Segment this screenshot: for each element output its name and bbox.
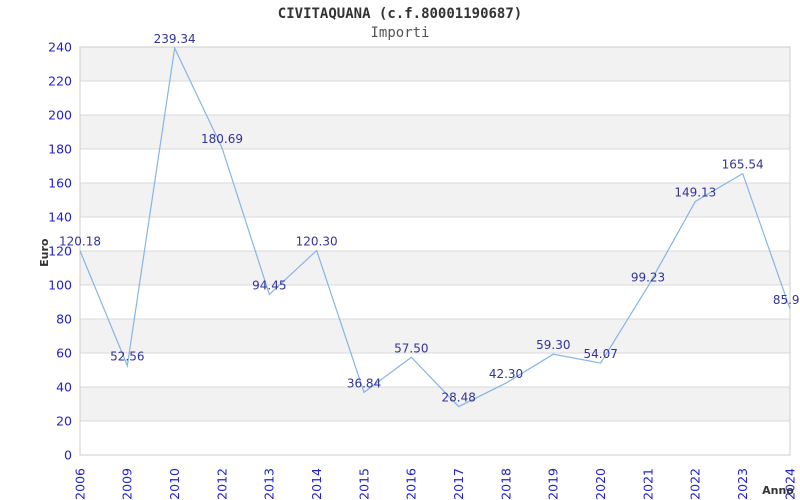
data-point-label: 42.30 [489, 367, 523, 381]
y-tick-label: 220 [48, 74, 72, 89]
y-tick-label: 60 [56, 346, 72, 361]
data-point-label: 180.69 [201, 132, 243, 146]
background-band [80, 115, 790, 149]
y-tick-label: 20 [56, 414, 72, 429]
y-tick-label: 160 [48, 176, 72, 191]
x-tick-label: 2013 [262, 468, 277, 500]
y-tick-label: 40 [56, 380, 72, 395]
data-point-label: 239.34 [154, 32, 196, 46]
y-tick-label: 140 [48, 210, 72, 225]
y-tick-label: 80 [56, 312, 72, 327]
data-line [79, 46, 791, 408]
y-tick-label: 240 [48, 40, 72, 55]
background-band [80, 47, 790, 81]
data-point-label: 165.54 [722, 158, 764, 172]
x-tick-label: 2016 [404, 468, 419, 500]
y-axis-title: Euro [38, 238, 51, 267]
x-tick-label: 2024 [782, 468, 797, 500]
chart-subtitle: Importi [370, 25, 430, 41]
x-tick-label: 2012 [214, 468, 229, 500]
background-band [80, 251, 790, 285]
x-tick-label: 2020 [593, 468, 608, 500]
data-point-label: 57.50 [394, 341, 428, 355]
data-point-label: 94.45 [252, 278, 286, 292]
x-tick-label: 2010 [167, 468, 182, 500]
data-point-label: 85.99 [773, 293, 800, 307]
x-tick-label: 2021 [640, 468, 655, 500]
data-point-label: 52.56 [110, 350, 144, 364]
x-tick-label: 2019 [546, 468, 561, 500]
y-tick-label: 0 [64, 448, 72, 463]
background-band [80, 387, 790, 421]
x-tick-label: 2014 [309, 468, 324, 500]
background-band [80, 183, 790, 217]
data-point-label: 54.07 [583, 347, 617, 361]
x-tick-label: 2018 [498, 468, 513, 500]
data-point-label: 99.23 [631, 270, 665, 284]
data-point-label: 120.18 [59, 235, 101, 249]
y-tick-label: 120 [48, 244, 72, 259]
x-tick-label: 2006 [72, 468, 87, 500]
data-point-label: 28.48 [441, 391, 475, 405]
y-tick-label: 200 [48, 108, 72, 123]
x-tick-label: 2009 [120, 468, 135, 500]
x-tick-label: 2017 [451, 468, 466, 500]
data-point-label: 120.30 [296, 234, 338, 248]
x-tick-label: 2022 [688, 468, 703, 500]
x-tick-label: 2023 [735, 468, 750, 500]
background-band [80, 319, 790, 353]
data-point-label: 59.30 [536, 338, 570, 352]
y-tick-label: 100 [48, 278, 72, 293]
data-point-label: 149.13 [674, 185, 716, 199]
chart-title: CIVITAQUANA (c.f.80001190687) [277, 6, 523, 22]
data-point-label: 36.84 [347, 376, 381, 390]
x-tick-label: 2015 [356, 468, 371, 500]
y-tick-label: 180 [48, 142, 72, 157]
x-axis-title: Anno [762, 484, 794, 497]
